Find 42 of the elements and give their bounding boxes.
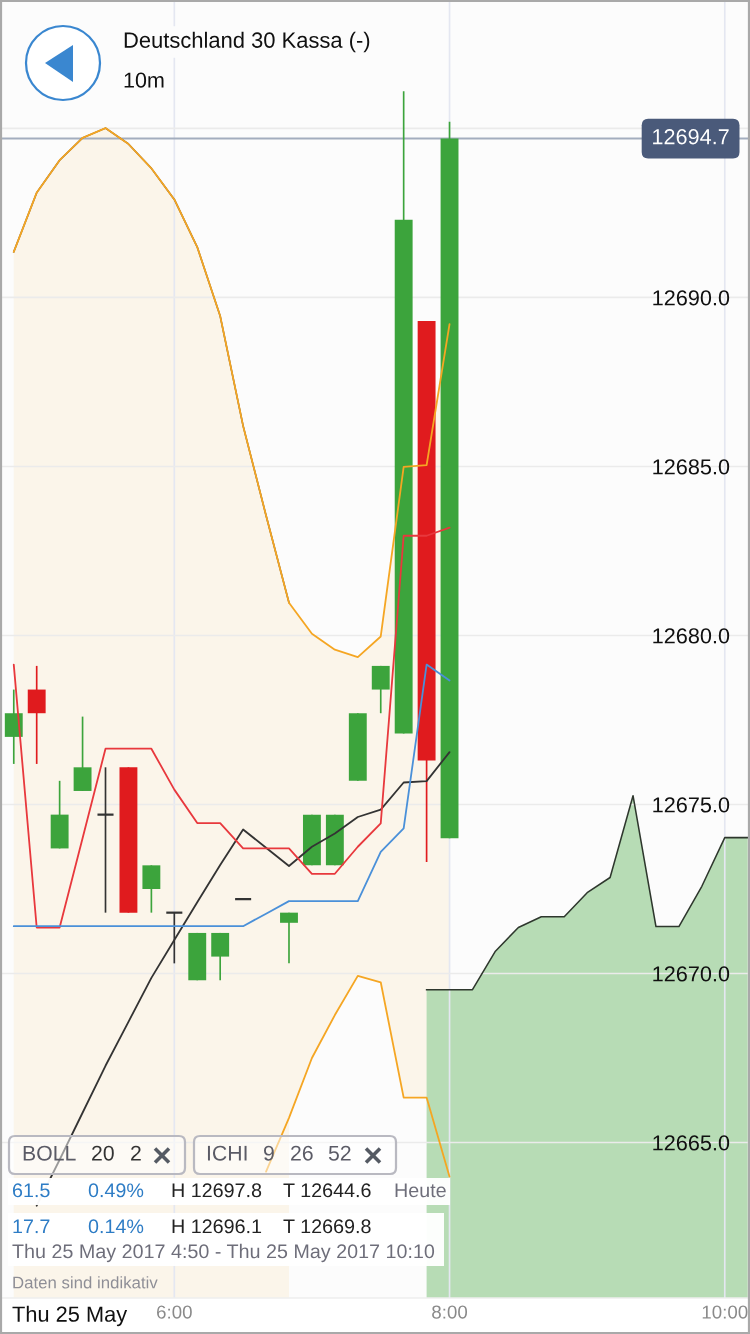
annotation: ICHI: [207, 1145, 247, 1161]
line-series: [12, 663, 451, 928]
line-series: [265, 974, 451, 1178]
annotation: Daten sind indikativ: [13, 1276, 158, 1289]
annotation: H 12696.1: [172, 1219, 262, 1234]
candlestick: [211, 932, 230, 982]
annotation: 61.5: [13, 1183, 50, 1198]
annotation: H 12697.8: [172, 1183, 262, 1198]
annotation: 0.14%: [88, 1219, 144, 1234]
annotation: 9: [264, 1145, 274, 1161]
candlestick: [371, 665, 390, 715]
text: Thu 25 May: [12, 1305, 128, 1327]
candlestick: [96, 766, 115, 914]
candlestick: [4, 688, 23, 765]
line-series: [12, 526, 451, 929]
annotation: 17.7: [13, 1219, 50, 1234]
annotation: 52: [328, 1145, 351, 1161]
candlestick: [73, 715, 92, 792]
annotation: T 12644.6: [283, 1183, 371, 1198]
ref-line-label: 12694.7: [653, 129, 729, 145]
annotation: T 12669.8: [283, 1219, 371, 1234]
candlestick: [27, 665, 46, 765]
y-tick-label: 12675.0: [653, 797, 730, 813]
text: 10m: [124, 72, 164, 88]
x-tick-label: 6:00: [157, 1305, 192, 1319]
annotation: 0.49%: [88, 1183, 144, 1198]
annotation: 20: [92, 1145, 114, 1161]
y-tick-label: 12670.0: [653, 966, 730, 982]
y-tick-label: 12680.0: [653, 628, 730, 644]
y-tick-label: 12685.0: [653, 459, 730, 475]
annotation: Thu 25 May 2017 4:50 - Thu 25 May 2017 10:10: [12, 1243, 435, 1263]
candlestick: [142, 864, 161, 914]
x-tick-label: 8:00: [432, 1305, 468, 1319]
line-series: [12, 127, 451, 659]
text: Deutschland 30 Kassa (-): [124, 31, 370, 53]
annotation: 26: [291, 1145, 313, 1161]
x-tick-label: 10:00: [702, 1305, 748, 1319]
annotation: Heute: [395, 1183, 446, 1198]
y-tick-label: 12690.0: [653, 290, 730, 306]
annotation: 2: [131, 1145, 141, 1161]
candlestick: [280, 911, 298, 965]
y-tick-label: 12665.0: [653, 1135, 730, 1151]
